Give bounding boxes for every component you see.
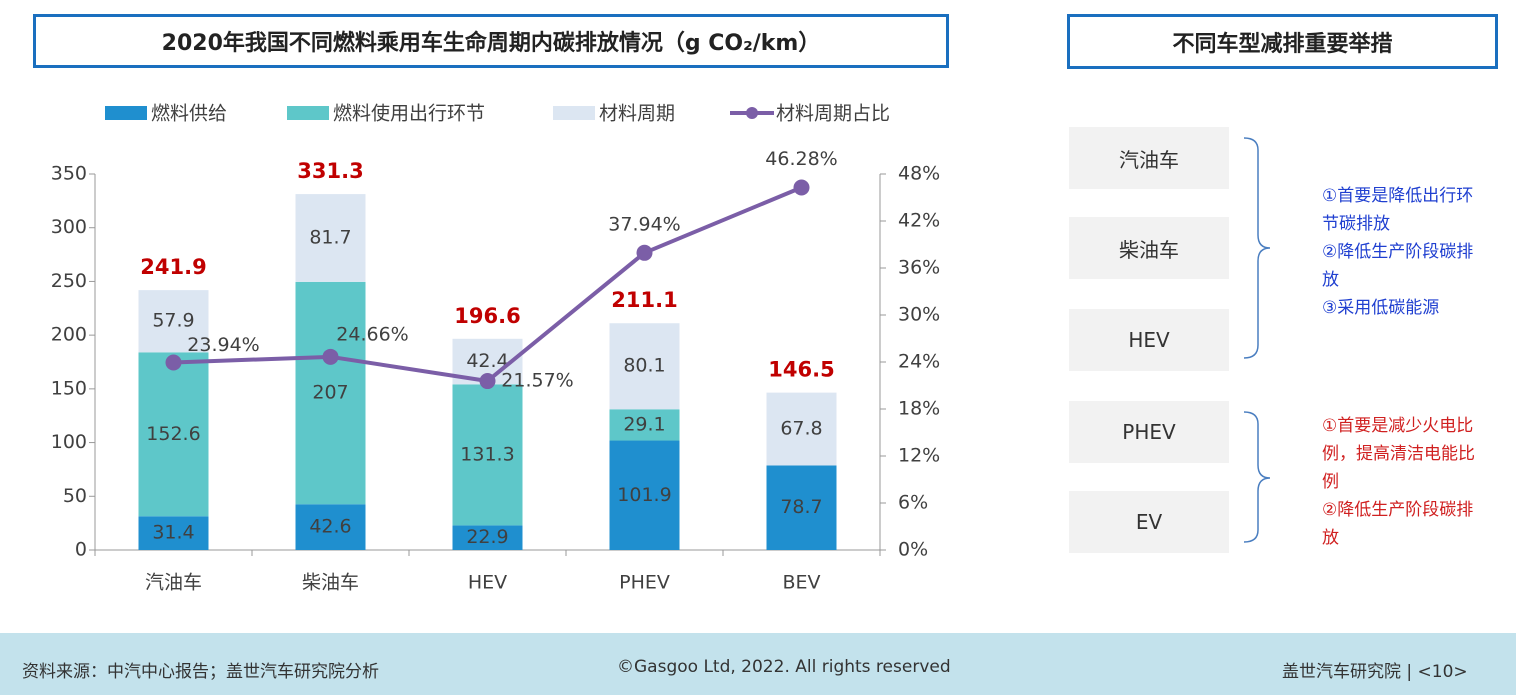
- line-point: [479, 373, 496, 390]
- y-tick-label: 250: [51, 270, 87, 292]
- line-point: [636, 244, 653, 261]
- y2-tick-label: 42%: [898, 210, 940, 232]
- total-label: 146.5: [768, 358, 834, 382]
- footer: 资料来源：中汽中心报告；盖世汽车研究院分析 ©Gasgoo Ltd, 2022.…: [0, 633, 1516, 695]
- y-tick-label: 200: [51, 324, 87, 346]
- line-label: 24.66%: [336, 323, 408, 345]
- segment-label: 22.9: [466, 526, 508, 548]
- measure-item: EV: [1069, 491, 1229, 553]
- total-label: 196.6: [454, 304, 520, 328]
- bar-segment: [138, 352, 209, 517]
- bar-segment: [452, 525, 523, 550]
- segment-label: 67.8: [780, 418, 822, 440]
- bar-segment: [295, 504, 366, 550]
- total-label: 211.1: [611, 288, 677, 312]
- y-tick-label: 300: [51, 216, 87, 238]
- bar-segment: [138, 516, 209, 550]
- legend-swatch: [105, 106, 147, 120]
- y2-tick-label: 6%: [898, 492, 928, 514]
- y-tick-label: 50: [63, 485, 87, 507]
- segment-label: 78.7: [780, 496, 822, 518]
- y-tick-label: 0: [75, 539, 87, 561]
- y2-tick-label: 36%: [898, 257, 940, 279]
- line-point: [793, 179, 810, 196]
- y-tick-label: 350: [51, 163, 87, 185]
- measure-item: 汽油车: [1069, 127, 1229, 189]
- line-point: [165, 354, 182, 371]
- measure-item: PHEV: [1069, 401, 1229, 463]
- segment-label: 131.3: [460, 443, 514, 465]
- segment-label: 101.9: [617, 484, 671, 506]
- bar-segment: [295, 194, 366, 282]
- x-tick-label: PHEV: [619, 572, 670, 594]
- measure-note: ①首要是减少火电比例，提高清洁电能比例: [1322, 416, 1475, 492]
- bar-segment: [138, 290, 209, 353]
- bar-segment: [766, 465, 837, 550]
- segment-label: 57.9: [152, 310, 194, 332]
- legend-swatch: [287, 106, 329, 120]
- segment-label: 207: [312, 382, 348, 404]
- chart: 0 50 100 150 200 250 300 350 0% 6% 12% 18% 24% 30% 36%…: [51, 103, 941, 594]
- segment-label: 80.1: [623, 355, 665, 377]
- measure-note: ①首要是降低出行环节碳排放: [1322, 186, 1474, 234]
- bar-segment: [295, 281, 366, 505]
- measure-item: 柴油车: [1069, 217, 1229, 279]
- brackets: [1243, 137, 1271, 543]
- measure-item: HEV: [1069, 309, 1229, 371]
- legend-label: 燃料使用出行环节: [333, 103, 485, 125]
- y2-tick-label: 30%: [898, 304, 940, 326]
- bar-segment: [766, 392, 837, 466]
- segment-label: 152.6: [146, 423, 200, 445]
- segment-label: 42.6: [309, 516, 351, 538]
- bar-segment: [609, 440, 680, 550]
- legend-marker: [746, 107, 758, 119]
- segment-label: 29.1: [623, 413, 665, 435]
- chart-title: 2020年我国不同燃料乘用车生命周期内碳排放情况（g CO₂/km）: [33, 14, 949, 68]
- bar-segment: [452, 384, 523, 526]
- measure-note: ②降低生产阶段碳排放: [1322, 242, 1474, 290]
- line-label: 46.28%: [765, 148, 837, 170]
- segment-label: 42.4: [466, 350, 508, 372]
- legend-label: 材料周期占比: [776, 103, 890, 125]
- measure-notes: ①首要是减少火电比例，提高清洁电能比例 ②降低生产阶段碳排放: [1322, 412, 1482, 552]
- x-tick-label: HEV: [468, 572, 507, 594]
- y2-tick-label: 0%: [898, 539, 928, 561]
- legend-swatch: [553, 106, 595, 120]
- source: 资料来源：中汽中心报告；盖世汽车研究院分析: [22, 662, 379, 682]
- line-point: [322, 348, 339, 365]
- total-label: 331.3: [297, 159, 363, 183]
- y2-tick-label: 48%: [898, 163, 940, 185]
- x-tick-label: 汽油车: [145, 572, 202, 594]
- line-label: 23.94%: [187, 334, 259, 356]
- line-label: 21.57%: [501, 370, 573, 392]
- bar-segment: [609, 323, 680, 410]
- x-tick-label: BEV: [782, 572, 820, 594]
- legend-label: 燃料供给: [151, 103, 227, 125]
- measure-notes: ①首要是降低出行环节碳排放 ②降低生产阶段碳排放 ③采用低碳能源: [1322, 182, 1482, 322]
- page-number: 盖世汽车研究院 | <10>: [1282, 662, 1468, 682]
- measure-note: ②降低生产阶段碳排放: [1322, 500, 1474, 548]
- measures-title: 不同车型减排重要举措: [1067, 14, 1498, 69]
- total-label: 241.9: [140, 255, 206, 279]
- y2-tick-label: 18%: [898, 398, 940, 420]
- segment-label: 31.4: [152, 522, 194, 544]
- y2-tick-label: 12%: [898, 445, 940, 467]
- bar-segment: [609, 409, 680, 441]
- y-tick-label: 150: [51, 377, 87, 399]
- y2-tick-label: 24%: [898, 351, 940, 373]
- y-tick-label: 100: [51, 431, 87, 453]
- line-label: 37.94%: [608, 213, 680, 235]
- x-tick-label: 柴油车: [302, 572, 359, 594]
- segment-label: 81.7: [309, 226, 351, 248]
- copyright: ©Gasgoo Ltd, 2022. All rights reserved: [617, 657, 951, 677]
- measure-note: ③采用低碳能源: [1322, 298, 1440, 318]
- legend-label: 材料周期: [599, 103, 675, 125]
